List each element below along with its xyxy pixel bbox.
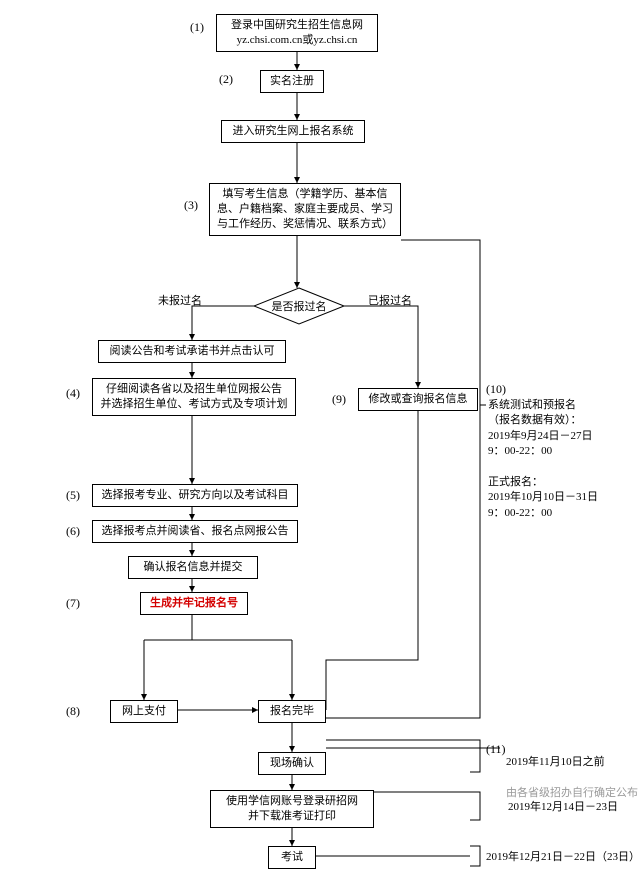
note-exam-dates: 2019年12月21日－22日（23日） [486, 850, 640, 865]
node-read-province: 仔细阅读各省以及招生单位网报公告 并选择招生单位、考试方式及专项计划 [92, 378, 296, 416]
node-read-ack: 阅读公告和考试承诺书并点击认可 [98, 340, 286, 363]
note-s10: 系统测试和预报名 （报名数据有效）： 2019年9月24日－27日 9：00-2… [488, 398, 598, 521]
step-5-label: (5) [66, 488, 80, 503]
edge-label-yes: 已报过名 [368, 292, 412, 308]
note-s11-line2: 由各省级招办自行确定公布 [506, 787, 638, 799]
node-exam: 考试 [268, 846, 316, 869]
note-print-dates: 2019年12月14日－23日 [508, 800, 618, 815]
node-modify-query: 修改或查询报名信息 [358, 388, 478, 411]
note-s11: 2019年11月10日之前 由各省级招办自行确定公布 [506, 740, 638, 802]
step-4-label: (4) [66, 386, 80, 401]
svg-text:是否报过名: 是否报过名 [272, 299, 327, 313]
node-choose-point: 选择报考点并阅读省、报名点网报公告 [92, 520, 298, 543]
step-11-label: (11) [486, 742, 506, 757]
node-confirm-submit: 确认报名信息并提交 [128, 556, 258, 579]
node-register: 实名注册 [260, 70, 324, 93]
node-pay-online: 网上支付 [110, 700, 178, 723]
step-8-label: (8) [66, 704, 80, 719]
node-choose-major: 选择报考专业、研究方向以及考试科目 [92, 484, 298, 507]
step-1-label: (1) [190, 20, 204, 35]
step-10-label: (10) [486, 382, 506, 397]
node-enter-system: 进入研究生网上报名系统 [221, 120, 365, 143]
flowchart-canvas: 是否报过名 (1) (2) (3) (4) (5) (6) (7) (8) (9… [0, 0, 640, 883]
step-3-label: (3) [184, 198, 198, 213]
note-s11-line1: 2019年11月10日之前 [506, 756, 605, 768]
node-done: 报名完毕 [258, 700, 326, 723]
step-7-label: (7) [66, 596, 80, 611]
step-2-label: (2) [219, 72, 233, 87]
edge-label-no: 未报过名 [158, 292, 202, 308]
step-9-label: (9) [332, 392, 346, 407]
step-6-label: (6) [66, 524, 80, 539]
node-generate-id: 生成并牢记报名号 [140, 592, 248, 615]
node-onsite-confirm: 现场确认 [258, 752, 326, 775]
node-fill-info: 填写考生信息（学籍学历、基本信 息、户籍档案、家庭主要成员、学习 与工作经历、奖… [209, 183, 401, 236]
node-login: 登录中国研究生招生信息网 yz.chsi.com.cn或yz.chsi.cn [216, 14, 378, 52]
node-print-admission: 使用学信网账号登录研招网 并下载准考证打印 [210, 790, 374, 828]
